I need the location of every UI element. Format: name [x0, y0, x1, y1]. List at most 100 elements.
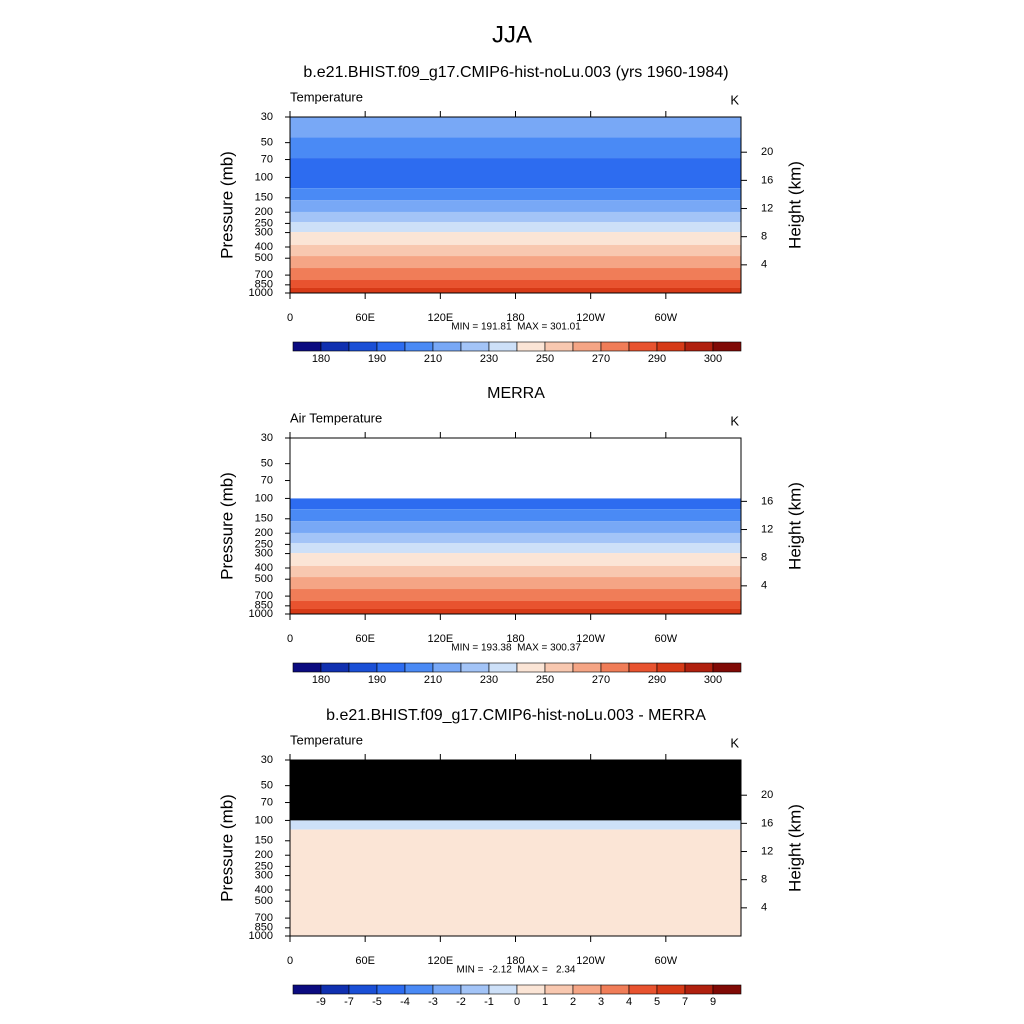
colorbar-box: [292, 341, 322, 352]
colorbar-box: [656, 984, 686, 995]
y-tick-label: 250: [255, 217, 273, 229]
y-tick-label: 200: [255, 849, 273, 861]
colorbar-box: [684, 662, 714, 673]
y-tick-label: 100: [255, 492, 273, 504]
contour-band: [290, 820, 741, 830]
y-axis-label: Pressure (mb): [217, 151, 236, 259]
colorbar-label: -7: [344, 996, 354, 1008]
colorbar-box: [320, 984, 350, 995]
colorbar-label: 180: [312, 353, 330, 365]
colorbar-box: [544, 341, 574, 352]
contour-band: [290, 287, 741, 293]
y2-tick-label: 20: [761, 789, 773, 801]
colorbar-box: [488, 341, 518, 352]
y-tick-label: 400: [255, 884, 273, 896]
y-tick-label: 200: [255, 206, 273, 218]
right-string: K: [730, 413, 739, 428]
colorbar-box: [656, 662, 686, 673]
contour-band: [290, 268, 741, 281]
colorbar-label: 210: [424, 674, 442, 686]
x-tick-label: 0: [287, 633, 293, 645]
x-tick-label: 120W: [576, 955, 605, 967]
y-tick-label: 400: [255, 562, 273, 574]
contour-band: [290, 577, 741, 590]
y-axis-label: Pressure (mb): [217, 794, 236, 902]
colorbar-label: 270: [592, 353, 610, 365]
y2-tick-label: 12: [761, 202, 773, 214]
colorbar-box: [460, 984, 490, 995]
colorbar-label: -3: [428, 996, 438, 1008]
y-tick-label: 500: [255, 895, 273, 907]
contour-band: [290, 829, 741, 936]
y-tick-label: 50: [261, 137, 273, 149]
colorbar-box: [684, 341, 714, 352]
colorbar-box: [432, 341, 462, 352]
colorbar-box: [516, 984, 546, 995]
y2-tick-label: 4: [761, 902, 767, 914]
colorbar-box: [600, 984, 630, 995]
colorbar-label: 0: [514, 996, 520, 1008]
y-tick-label: 30: [261, 432, 273, 444]
colorbar-label: 3: [598, 996, 604, 1008]
colorbar-box: [320, 662, 350, 673]
y-tick-label: 1000: [249, 287, 273, 299]
y-tick-label: 70: [261, 796, 273, 808]
colorbar-label: 300: [704, 674, 722, 686]
y-tick-label: 500: [255, 573, 273, 585]
x-tick-label: 60E: [355, 955, 375, 967]
x-tick-label: 60E: [355, 633, 375, 645]
x-tick-label: 0: [287, 312, 293, 324]
contour-band: [290, 608, 741, 614]
x-tick-label: 60W: [655, 312, 678, 324]
colorbar-box: [292, 662, 322, 673]
y-tick-label: 150: [255, 192, 273, 204]
contour-band: [290, 200, 741, 212]
y-tick-label: 250: [255, 860, 273, 872]
contour-band: [290, 521, 741, 533]
x-tick-label: 180: [506, 955, 524, 967]
y2-tick-label: 8: [761, 874, 767, 886]
min-max-stats: MIN = 193.38 MAX = 300.37: [451, 643, 581, 654]
contour-band: [290, 498, 741, 510]
contour-band: [290, 553, 741, 566]
colorbar-box: [404, 984, 434, 995]
colorbar-label: -9: [316, 996, 326, 1008]
y2-tick-label: 12: [761, 845, 773, 857]
left-string: Air Temperature: [290, 410, 382, 425]
colorbar-box: [712, 984, 742, 995]
min-max-stats: MIN = -2.12 MAX = 2.34: [457, 965, 576, 976]
y-tick-label: 50: [261, 458, 273, 470]
contour-band: [290, 211, 741, 222]
contour-band: [290, 542, 741, 554]
y-tick-label: 100: [255, 814, 273, 826]
x-tick-label: 120W: [576, 633, 605, 645]
x-tick-label: 0: [287, 955, 293, 967]
contour-band: [290, 256, 741, 269]
colorbar-box: [712, 341, 742, 352]
colorbar-box: [544, 662, 574, 673]
figure-title: JJA: [492, 21, 532, 48]
colorbar-label: 210: [424, 353, 442, 365]
left-string: Temperature: [290, 89, 363, 104]
colorbar-label: 5: [654, 996, 660, 1008]
y-tick-label: 400: [255, 241, 273, 253]
colorbar-label: 230: [480, 674, 498, 686]
colorbar-label: 190: [368, 674, 386, 686]
y2-tick-label: 8: [761, 552, 767, 564]
contour-band: [290, 438, 741, 499]
colorbar-label: 2: [570, 996, 576, 1008]
colorbar-box: [376, 984, 406, 995]
colorbar-label: 7: [682, 996, 688, 1008]
y-tick-label: 50: [261, 780, 273, 792]
colorbar-box: [516, 341, 546, 352]
colorbar-label: 180: [312, 674, 330, 686]
colorbar-box: [628, 984, 658, 995]
y2-tick-label: 16: [761, 495, 773, 507]
colorbar-box: [376, 341, 406, 352]
y-tick-label: 850: [255, 600, 273, 612]
y2-axis-label: Height (km): [785, 804, 804, 892]
x-tick-label: 180: [506, 633, 524, 645]
y-tick-label: 300: [255, 226, 273, 238]
colorbar-label: -2: [456, 996, 466, 1008]
